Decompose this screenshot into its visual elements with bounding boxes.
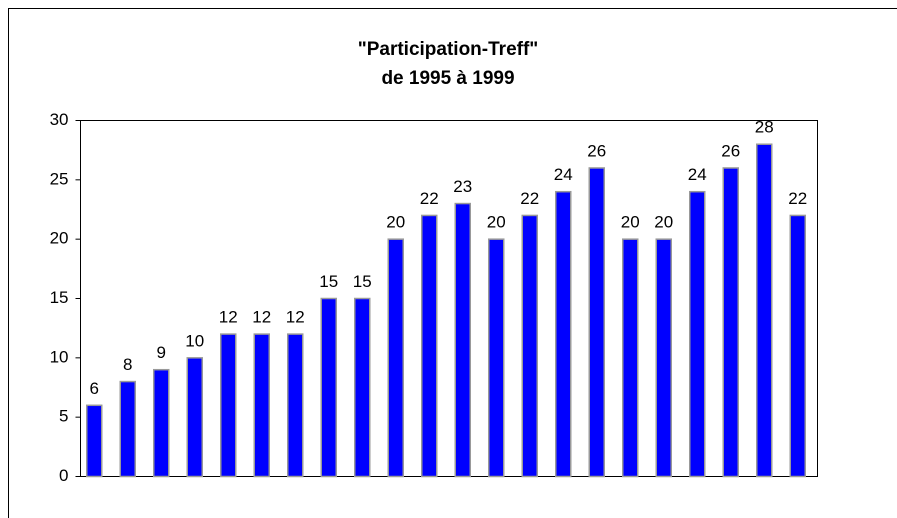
data-label: 12 bbox=[219, 308, 238, 327]
bar bbox=[220, 333, 237, 478]
bar bbox=[722, 167, 739, 478]
bar bbox=[287, 333, 304, 478]
bar bbox=[320, 297, 337, 478]
data-label: 22 bbox=[420, 189, 439, 208]
data-label: 26 bbox=[587, 141, 606, 160]
data-label: 20 bbox=[386, 213, 405, 232]
data-label: 20 bbox=[487, 213, 506, 232]
data-label: 6 bbox=[90, 379, 99, 398]
data-label: 15 bbox=[353, 272, 372, 291]
bar bbox=[454, 202, 471, 478]
bar bbox=[387, 238, 404, 478]
bar bbox=[421, 214, 438, 478]
bar bbox=[488, 238, 505, 478]
data-label: 12 bbox=[286, 308, 305, 327]
bar bbox=[588, 167, 605, 478]
chart-frame bbox=[8, 8, 897, 518]
data-label: 22 bbox=[520, 189, 539, 208]
data-label: 22 bbox=[788, 189, 807, 208]
data-label: 24 bbox=[688, 165, 707, 184]
bar bbox=[622, 238, 639, 478]
y-tick-label: 0 bbox=[59, 466, 68, 485]
data-label: 20 bbox=[654, 213, 673, 232]
bar bbox=[86, 404, 103, 478]
y-tick-label: 20 bbox=[50, 229, 69, 248]
data-label: 24 bbox=[554, 165, 573, 184]
bar bbox=[119, 380, 136, 478]
y-tick-label: 25 bbox=[50, 169, 69, 188]
chart-subtitle: de 1995 à 1999 bbox=[381, 68, 514, 89]
data-label: 23 bbox=[453, 177, 472, 196]
bar bbox=[789, 214, 806, 478]
chart-title: "Participation-Treff" bbox=[358, 39, 539, 60]
bar bbox=[689, 190, 706, 478]
data-label: 15 bbox=[319, 272, 338, 291]
bar bbox=[354, 297, 371, 478]
bar bbox=[253, 333, 270, 478]
data-label: 12 bbox=[252, 308, 271, 327]
y-tick-label: 15 bbox=[50, 288, 69, 307]
bar bbox=[555, 190, 572, 478]
data-label: 28 bbox=[755, 118, 774, 137]
bar bbox=[153, 368, 170, 478]
data-label: 10 bbox=[185, 331, 204, 350]
data-label: 8 bbox=[123, 355, 132, 374]
y-tick-label: 5 bbox=[59, 407, 68, 426]
y-tick-label: 30 bbox=[50, 110, 69, 129]
data-label: 26 bbox=[721, 141, 740, 160]
bar bbox=[756, 143, 773, 478]
data-label: 20 bbox=[621, 213, 640, 232]
y-tick-label: 10 bbox=[50, 347, 69, 366]
data-label: 9 bbox=[157, 343, 166, 362]
bar bbox=[186, 357, 203, 478]
bar bbox=[521, 214, 538, 478]
bar bbox=[655, 238, 672, 478]
